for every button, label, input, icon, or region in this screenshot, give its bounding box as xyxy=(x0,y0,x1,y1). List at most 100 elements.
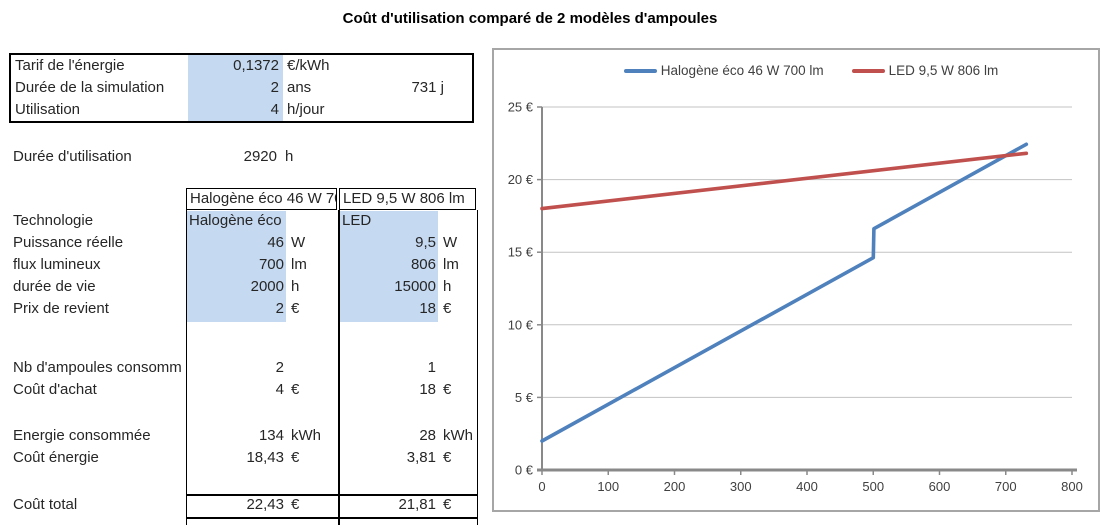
table-row: durée de vie 2000 h 15000 h xyxy=(9,276,477,298)
usage-duration-row: Durée d'utilisation 2920 h xyxy=(9,146,470,168)
legend-item-led: LED 9,5 W 806 lm xyxy=(851,63,999,78)
unit-label: kWh xyxy=(443,427,473,444)
unit-label: €/kWh xyxy=(287,57,330,74)
y-tick-label: 15 € xyxy=(508,245,534,260)
unit-label: h xyxy=(443,278,452,295)
x-tick-label: 800 xyxy=(1061,479,1083,494)
unit-label: lm xyxy=(443,256,459,273)
unit-label: € xyxy=(443,300,452,317)
unit-label: ans xyxy=(287,79,312,96)
row-label: Technologie xyxy=(13,212,94,229)
page-title: Coût d'utilisation comparé de 2 modèles … xyxy=(342,10,718,27)
purchase-cost-halogen-value: 4 xyxy=(275,381,284,398)
x-tick-label: 400 xyxy=(796,479,818,494)
usage-hours-cell[interactable]: 4 xyxy=(188,99,283,121)
unit-label: h xyxy=(291,278,300,295)
row-label: Coût énergie xyxy=(13,449,99,466)
flux-halogen-cell[interactable]: 700 xyxy=(258,256,284,273)
row-label: Nb d'ampoules consomm xyxy=(13,359,182,376)
duration-years-cell[interactable]: 2 xyxy=(188,77,283,99)
x-tick-label: 500 xyxy=(862,479,884,494)
x-tick-label: 100 xyxy=(597,479,619,494)
row-label: Prix de revient xyxy=(13,300,109,317)
row-label: flux lumineux xyxy=(13,256,101,273)
row-label: Durée d'utilisation xyxy=(13,148,132,165)
unit-label: h xyxy=(285,148,294,165)
total-row-border xyxy=(186,494,477,519)
unit-label: € xyxy=(443,381,452,398)
series-line-led xyxy=(540,151,1029,211)
energy-cost-led-value: 3,81 xyxy=(406,449,436,466)
bulbs-led-value: 1 xyxy=(427,359,436,376)
technology-led-cell[interactable]: LED xyxy=(342,212,372,229)
row-label: durée de vie xyxy=(13,278,96,295)
duration-days-value: 731 j xyxy=(411,79,444,96)
legend-item-halogen: Halogène éco 46 W 700 lm xyxy=(623,63,824,78)
halogen-input-area[interactable] xyxy=(187,211,286,322)
energy-rate-cell[interactable]: 0,1372 xyxy=(188,55,283,77)
parameters-table: Tarif de l'énergie 0,1372 €/kWh Durée de… xyxy=(9,53,474,123)
power-led-cell[interactable]: 9,5 xyxy=(415,234,436,251)
unit-label: lm xyxy=(291,256,307,273)
unit-label: € xyxy=(291,496,300,513)
table-row: Technologie Halogène éco LED xyxy=(9,210,477,232)
led-line-swatch-icon xyxy=(851,68,885,73)
total-row: Coût total 22,43 € 21,81 € xyxy=(9,494,477,516)
table-row: Prix de revient 2 € 18 € xyxy=(9,298,477,320)
table-row: Puissance réelle 46 W 9,5 W xyxy=(9,232,477,254)
lifetime-halogen-cell[interactable]: 2000 xyxy=(250,278,284,295)
table-row: Energie consommée 134 kWh 28 kWh xyxy=(9,425,477,447)
total-cost-halogen-value: 22,43 xyxy=(246,496,284,513)
table-row: Tarif de l'énergie 0,1372 €/kWh xyxy=(11,55,472,77)
halogen-line-swatch-icon xyxy=(623,68,657,73)
table-row: Durée de la simulation 2 ans 731 j xyxy=(11,77,472,99)
chart-plot-area: 0 € 5 € 10 € 15 € 20 € 25 € 0 100 200 300 400 500 60… xyxy=(508,100,1083,495)
price-halogen-cell[interactable]: 2 xyxy=(275,300,284,317)
y-tick-label: 10 € xyxy=(508,317,534,332)
power-halogen-cell[interactable]: 46 xyxy=(267,234,284,251)
chart-legend: Halogène éco 46 W 700 lm LED 9,5 W 806 l… xyxy=(494,63,1098,78)
x-tick-label: 300 xyxy=(730,479,752,494)
row-label: Tarif de l'énergie xyxy=(15,57,125,74)
energy-led-value: 28 xyxy=(419,427,436,444)
table-row: Coût d'achat 4 € 18 € xyxy=(9,379,477,401)
energy-halogen-value: 134 xyxy=(258,427,284,444)
purchase-cost-led-value: 18 xyxy=(419,381,436,398)
extra-value xyxy=(363,55,472,77)
row-label: Puissance réelle xyxy=(13,234,124,251)
table-row: Nb d'ampoules consomm 2 1 xyxy=(9,357,477,379)
legend-label: Halogène éco 46 W 700 lm xyxy=(660,63,824,78)
column-header-led: LED 9,5 W 806 lm xyxy=(339,188,476,210)
row-label: Utilisation xyxy=(15,101,81,118)
legend-label: LED 9,5 W 806 lm xyxy=(888,63,999,78)
energy-cost-halogen-value: 18,43 xyxy=(246,449,284,466)
row-label: Energie consommée xyxy=(13,427,151,444)
row-label: Durée de la simulation xyxy=(15,79,165,96)
flux-led-cell[interactable]: 806 xyxy=(410,256,436,273)
x-tick-label: 700 xyxy=(995,479,1017,494)
bulbs-halogen-value: 2 xyxy=(275,359,284,376)
led-input-area[interactable] xyxy=(340,211,438,322)
row-label: Coût total xyxy=(13,496,78,513)
unit-label: W xyxy=(291,234,306,251)
lifetime-led-cell[interactable]: 15000 xyxy=(394,278,436,295)
unit-label: kWh xyxy=(291,427,321,444)
unit-label: € xyxy=(443,496,452,513)
technology-halogen-cell[interactable]: Halogène éco xyxy=(189,212,282,229)
unit-label: W xyxy=(443,234,458,251)
series-line-halogen xyxy=(540,142,1029,443)
unit-label: € xyxy=(291,381,300,398)
y-tick-label: 5 € xyxy=(515,390,534,405)
price-led-cell[interactable]: 18 xyxy=(419,300,436,317)
usage-duration-value: 2920 xyxy=(243,148,277,165)
table-row: Coût énergie 18,43 € 3,81 € xyxy=(9,447,477,469)
table-row: flux lumineux 700 lm 806 lm xyxy=(9,254,477,276)
cost-comparison-chart: Halogène éco 46 W 700 lm LED 9,5 W 806 l… xyxy=(492,48,1100,512)
column-header-halogen: Halogène éco 46 W 700 lm xyxy=(186,188,337,210)
y-tick-label: 20 € xyxy=(508,172,534,187)
x-tick-label: 200 xyxy=(664,479,686,494)
y-tick-label: 25 € xyxy=(508,100,534,115)
x-tick-label: 0 xyxy=(538,479,545,494)
unit-label: € xyxy=(291,300,300,317)
